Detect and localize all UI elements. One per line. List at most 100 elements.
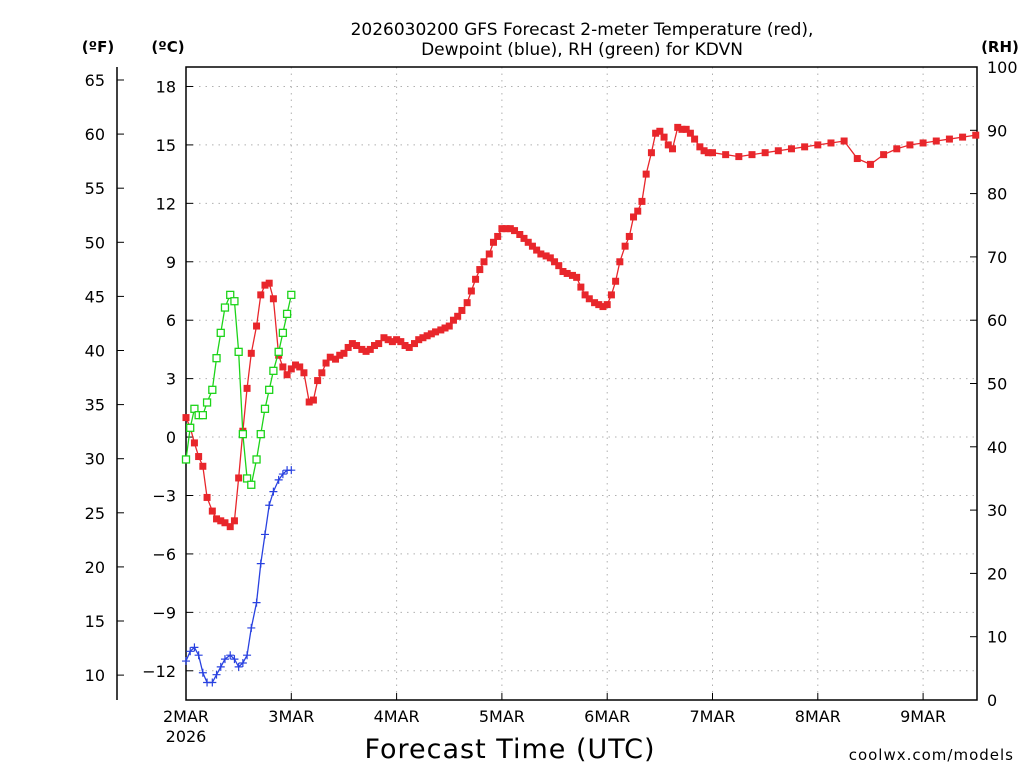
rh-point	[282, 309, 292, 319]
dewpoint-point	[247, 623, 256, 632]
temperature-line	[185, 126, 976, 528]
date-tick-label: 9MAR	[900, 707, 946, 726]
temperature-point	[568, 271, 576, 279]
temperature-point	[516, 231, 524, 239]
temperature-point	[336, 351, 344, 359]
temperature-point	[577, 283, 585, 291]
date-tick-label: 3MAR	[268, 707, 314, 726]
temperature-point	[709, 149, 716, 157]
celsius-unit-label: (ºC)	[151, 38, 184, 56]
dewpoint-point	[238, 658, 247, 667]
rh-point	[198, 410, 207, 420]
rh-unit-label: (RH)	[981, 38, 1019, 56]
celsius-tick-labels: −12 −9 −6 −3 0 3 6 9 12 15 18	[142, 77, 193, 681]
temperature-point	[405, 343, 413, 351]
rh-point	[216, 328, 225, 338]
temperature-point	[265, 279, 273, 287]
temperature-point	[893, 145, 901, 153]
temperature-point	[880, 151, 888, 159]
rh-point	[186, 423, 195, 432]
temperature-point	[283, 371, 291, 379]
temperature-point	[591, 299, 599, 307]
temperature-point	[866, 160, 874, 168]
chart-title-line2: Dewpoint (blue), RH (green) for KDVN	[421, 40, 743, 60]
celsius-tick-label: 15	[156, 136, 176, 155]
temperature-point	[660, 133, 668, 141]
rh-tick-label: 10	[987, 628, 1007, 647]
rh-point	[212, 354, 221, 363]
temperature-point	[827, 139, 835, 147]
temperature-point	[217, 517, 225, 525]
temperature-point	[959, 133, 967, 141]
dewpoint-point	[208, 678, 217, 687]
temperature-point	[370, 342, 378, 350]
temperature-point	[300, 369, 308, 377]
temperature-point	[441, 324, 449, 332]
dewpoint-point	[260, 530, 269, 539]
rh-tick-label: 50	[987, 375, 1007, 394]
temperature-point	[226, 523, 234, 531]
temperature-point	[573, 273, 581, 281]
temperature-point	[203, 493, 211, 501]
rh-series	[181, 290, 296, 489]
fahrenheit-tick-label: 55	[85, 179, 105, 198]
temperature-point	[801, 143, 809, 151]
date-tick-label: 4MAR	[374, 707, 420, 726]
chart-title-line1: 2026030200 GFS Forecast 2-meter Temperat…	[351, 20, 814, 40]
dewpoint-point	[243, 651, 252, 660]
date-tick-label: 8MAR	[795, 707, 841, 726]
rh-point	[260, 404, 270, 413]
temperature-point	[555, 262, 563, 270]
temperature-point	[208, 507, 216, 515]
celsius-tick-label: −3	[152, 486, 176, 505]
temperature-series	[182, 123, 980, 531]
rh-point	[220, 303, 230, 312]
temperature-point	[498, 225, 506, 233]
temperature-point	[664, 141, 672, 149]
temperature-point	[480, 258, 488, 266]
temperature-point	[326, 353, 334, 361]
temperature-point	[494, 232, 502, 240]
temperature-point	[195, 453, 203, 461]
temperature-point	[243, 384, 251, 392]
rh-point	[202, 398, 212, 407]
fahrenheit-tick-label: 15	[85, 612, 105, 631]
temperature-point	[449, 316, 457, 324]
temperature-point	[840, 137, 848, 145]
temperature-point	[599, 303, 607, 311]
temperature-point	[691, 135, 699, 143]
temperature-point	[437, 326, 445, 334]
celsius-tick-label: 12	[156, 194, 176, 213]
temperature-point	[674, 123, 682, 131]
temperature-point	[761, 149, 769, 157]
dewpoint-point	[190, 643, 199, 652]
temperature-point	[972, 131, 980, 139]
temperature-point	[221, 519, 229, 527]
dewpoint-series	[182, 466, 296, 687]
rh-point	[190, 404, 199, 413]
rh-point	[242, 474, 252, 483]
temperature-point	[247, 349, 255, 357]
temperature-point	[489, 238, 497, 246]
temperature-point	[314, 377, 322, 385]
dewpoint-point	[256, 559, 265, 568]
dewpoint-point	[234, 662, 243, 671]
temperature-point	[318, 369, 326, 377]
fahrenheit-tick-label: 30	[85, 450, 105, 469]
celsius-tick-label: −12	[142, 662, 176, 681]
date-tick-label: 6MAR	[584, 707, 630, 726]
temperature-point	[257, 291, 265, 299]
temperature-point	[735, 153, 743, 161]
fahrenheit-tick-label: 45	[85, 287, 105, 306]
dewpoint-point	[226, 651, 235, 660]
temperature-point	[279, 363, 287, 371]
rh-point	[208, 385, 217, 394]
fahrenheit-tick-label: 10	[85, 666, 105, 685]
dewpoint-line	[185, 469, 292, 684]
dewpoint-point	[186, 647, 195, 656]
dewpoint-point	[194, 651, 203, 660]
temperature-point	[401, 342, 409, 350]
temperature-point	[344, 343, 352, 351]
dewpoint-point	[216, 662, 225, 671]
temperature-point	[678, 125, 686, 133]
